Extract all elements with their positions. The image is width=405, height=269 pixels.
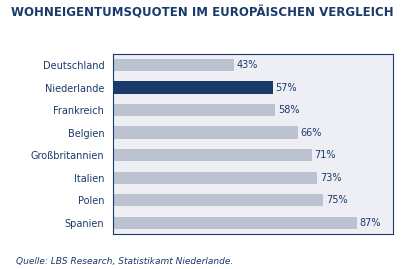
Text: Quelle: LBS Research, Statistikamt Niederlande.: Quelle: LBS Research, Statistikamt Niede…	[16, 257, 233, 266]
Bar	[113, 172, 318, 184]
Text: 66%: 66%	[301, 128, 322, 138]
Bar	[113, 217, 356, 229]
Text: 57%: 57%	[275, 83, 297, 93]
Bar	[113, 126, 298, 139]
Bar	[113, 59, 234, 71]
Text: 73%: 73%	[320, 173, 342, 183]
Text: 58%: 58%	[278, 105, 300, 115]
Text: 43%: 43%	[237, 60, 258, 70]
Bar	[113, 194, 323, 206]
Text: 75%: 75%	[326, 195, 347, 205]
Bar	[113, 82, 273, 94]
Text: 87%: 87%	[359, 218, 381, 228]
Bar	[113, 104, 275, 116]
Text: WOHNEIGENTUMSQUOTEN IM EUROPÄISCHEN VERGLEICH: WOHNEIGENTUMSQUOTEN IM EUROPÄISCHEN VERG…	[11, 7, 394, 20]
Text: 71%: 71%	[315, 150, 336, 160]
Bar	[113, 149, 312, 161]
